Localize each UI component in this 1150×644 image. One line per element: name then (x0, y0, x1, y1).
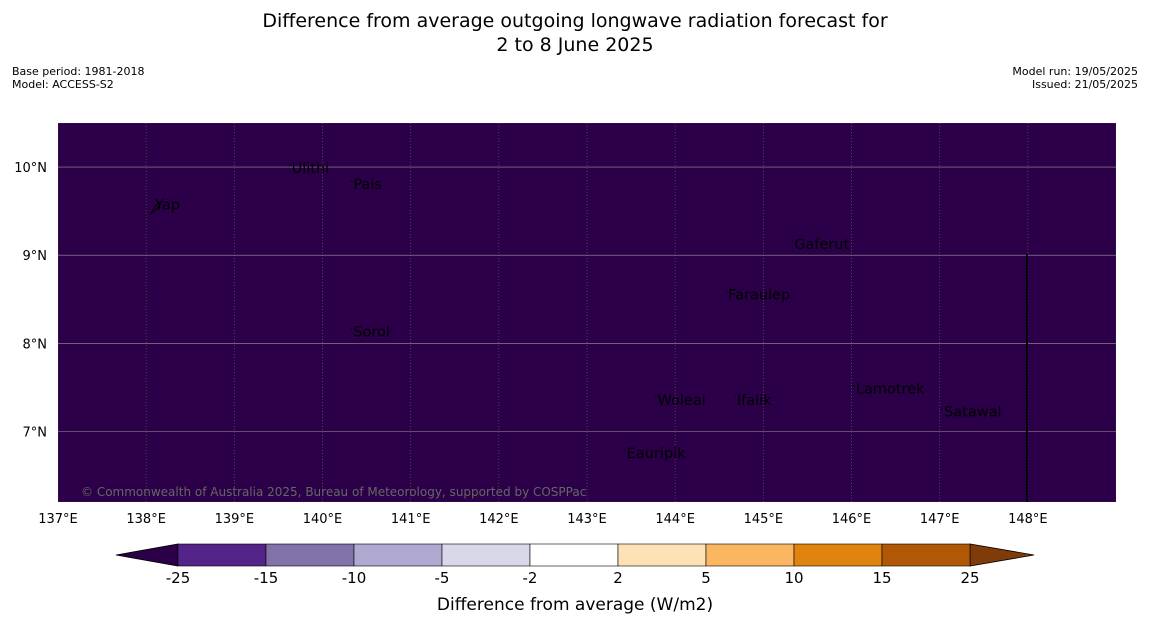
place-label-lamotrek: Lamotrek (856, 382, 925, 398)
place-label-eauripik: Eauripik (627, 446, 686, 462)
longitude-tick-label: 143°E (567, 512, 607, 527)
latitude-tick-label: 10°N (14, 161, 47, 176)
longitude-tick-label: 145°E (744, 512, 784, 527)
place-marker (941, 407, 943, 410)
place-label-satawal: Satawal (944, 405, 1001, 421)
longitude-tick-layer: 137°E 138°E 139°E 140°E 141°E 142°E 143°E 144°E… (38, 512, 1047, 527)
place-label-faraulep: Faraulep (728, 287, 790, 303)
colorbar-tick-label: -10 (342, 569, 367, 587)
map-title: Difference from average outgoing longwav… (0, 9, 1150, 57)
place-marker (350, 180, 353, 182)
place-marker (654, 396, 657, 398)
latitude-tick-label: 7°N (23, 425, 48, 440)
place-marker (288, 164, 291, 166)
place-marker (791, 240, 793, 242)
map-title-line-2: 2 to 8 June 2025 (496, 34, 654, 56)
copyright-text: © Commonwealth of Australia 2025, Bureau… (81, 485, 586, 499)
longitude-tick-label: 146°E (832, 512, 872, 527)
colorbar-tick-label: 5 (701, 569, 711, 587)
longitude-tick-label: 144°E (655, 512, 695, 527)
colorbar-tick-label: 10 (784, 569, 803, 587)
colorbar-low-extension (115, 543, 179, 567)
place-marker (734, 396, 736, 398)
longitude-tick-label: 137°E (38, 512, 78, 527)
latitude-tick-label: 9°N (23, 249, 48, 264)
place-label-ulithi: Ulithi (292, 161, 330, 177)
place-marker (853, 384, 855, 387)
place-marker (623, 449, 626, 451)
longitude-tick-label: 142°E (479, 512, 519, 527)
colorbar-tick-label: 25 (960, 569, 979, 587)
colorbar-title: Difference from average (W/m2) (437, 595, 713, 615)
place-marker (350, 327, 353, 329)
colorbar-swatch (353, 543, 443, 567)
place-label-woleai: Woleai (658, 393, 706, 409)
gridline-layer (58, 123, 1116, 502)
longitude-tick-label: 140°E (303, 512, 343, 527)
latitude-tick-label: 8°N (23, 337, 48, 352)
colorbar-high-extension (969, 543, 1035, 567)
colorbar-swatch (529, 543, 619, 567)
longitude-tick-label: 148°E (1008, 512, 1048, 527)
colorbar-swatch (705, 543, 795, 567)
latitude-tick-layer: 10°N 9°N 8°N 7°N (14, 161, 47, 440)
meta-left: Base period: 1981-2018 Model: ACCESS-S2 (12, 65, 144, 91)
colorbar-tick-label: -25 (166, 569, 191, 587)
meta-right: Model run: 19/05/2025 Issued: 21/05/2025 (1012, 65, 1138, 91)
colorbar: -25 -15 -10 -5 -2 2 5 10 15 25 (115, 543, 1035, 587)
colorbar-swatch (617, 543, 707, 567)
longitude-tick-label: 138°E (126, 512, 166, 527)
colorbar-swatch (265, 543, 355, 567)
map-title-line-1: Difference from average outgoing longwav… (262, 10, 888, 32)
model-text: Model: ACCESS-S2 (12, 78, 114, 91)
issued-text: Issued: 21/05/2025 (1031, 78, 1138, 91)
longitude-tick-label: 141°E (391, 512, 431, 527)
colorbar-tick-label: -5 (435, 569, 450, 587)
longitude-tick-label: 139°E (215, 512, 255, 527)
place-label-yap: Yap (154, 197, 180, 213)
colorbar-tick-label: 2 (613, 569, 623, 587)
colorbar-tick-label: 15 (872, 569, 891, 587)
model-run-text: Model run: 19/05/2025 (1012, 65, 1138, 78)
colorbar-swatch (177, 543, 267, 567)
colorbar-tick-label: -15 (254, 569, 279, 587)
colorbar-swatch (881, 543, 971, 567)
place-label-ifalik: Ifalik (737, 393, 772, 409)
place-label-gaferut: Gaferut (794, 237, 849, 253)
base-period-text: Base period: 1981-2018 (12, 65, 145, 78)
place-label-layer: Yap Ulithi Pais Sorol Gaferut Faraulep Woleai I… (154, 161, 1002, 462)
colorbar-swatch (441, 543, 531, 567)
colorbar-swatch (793, 543, 883, 567)
colorbar-tick-label: -2 (523, 569, 538, 587)
place-label-pais: Pais (353, 177, 382, 193)
place-label-sorol: Sorol (353, 324, 390, 340)
longitude-tick-label: 147°E (920, 512, 960, 527)
place-marker (725, 290, 727, 292)
yap-island-icon (150, 199, 163, 216)
